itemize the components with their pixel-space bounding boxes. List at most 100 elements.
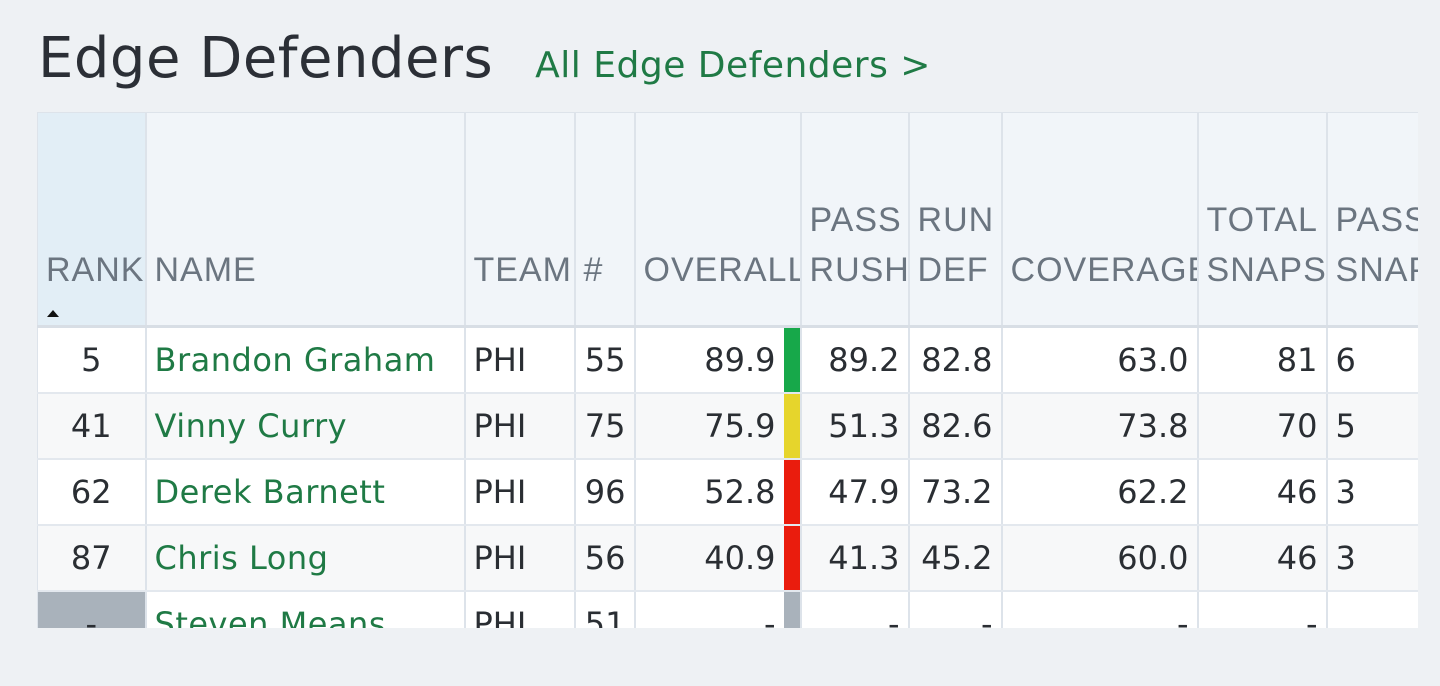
column-header-label: # — [583, 251, 604, 289]
column-header-team[interactable]: TEAM — [464, 112, 576, 328]
column-header-overall[interactable]: OVERALL — [634, 112, 802, 328]
grade-bar-cell — [783, 459, 802, 526]
run-def-cell: - — [908, 591, 1003, 628]
column-header-label: OVERALL — [643, 251, 801, 289]
grade-indicator-bar — [783, 394, 799, 457]
pass-rush-cell: 47.9 — [800, 459, 910, 526]
player-link[interactable]: Chris Long — [154, 539, 329, 577]
column-header-label: RANK — [46, 251, 145, 289]
name-cell: Derek Barnett — [145, 459, 466, 526]
player-link[interactable]: Derek Barnett — [154, 473, 386, 511]
number-cell: 75 — [574, 393, 636, 460]
column-header-number[interactable]: # — [574, 112, 636, 328]
grade-bar-cell — [783, 326, 802, 394]
coverage-cell: 60.0 — [1001, 525, 1199, 592]
coverage-cell: 62.2 — [1001, 459, 1199, 526]
column-header-label-line2: SNAPS — [1206, 251, 1327, 289]
team-cell: PHI — [464, 326, 576, 394]
players-table: RANK NAME TEAM # OVERALL PASS RUSH — [37, 112, 1418, 628]
pass-snaps-cell: 6 — [1326, 326, 1418, 394]
column-header-total-snaps[interactable]: TOTAL SNAPS — [1197, 112, 1328, 328]
column-header-pass-snaps[interactable]: PASS SNAPS — [1326, 112, 1418, 328]
column-header-label-line1: TOTAL — [1206, 201, 1318, 239]
team-cell: PHI — [464, 393, 576, 460]
table-row: 87 Chris Long PHI 56 40.9 41.3 45.2 60.0… — [37, 525, 1418, 592]
run-def-cell: 82.6 — [908, 393, 1003, 460]
column-header-label-line2: SNAPS — [1335, 251, 1418, 289]
player-link[interactable]: Steven Means — [154, 605, 386, 628]
pass-snaps-cell: 3 — [1326, 459, 1418, 526]
name-cell: Brandon Graham — [145, 326, 466, 394]
number-cell: 51 — [574, 591, 636, 628]
section-title: Edge Defenders — [38, 26, 494, 91]
rank-cell: - — [37, 591, 147, 628]
grade-bar-cell — [783, 393, 802, 460]
grade-bar-cell — [783, 525, 802, 592]
pass-rush-cell: - — [800, 591, 910, 628]
column-header-name[interactable]: NAME — [145, 112, 466, 328]
overall-grade-cell: 75.9 — [634, 393, 784, 460]
rank-cell: 87 — [37, 525, 147, 592]
overall-grade-cell: - — [634, 591, 784, 628]
table-header-row: RANK NAME TEAM # OVERALL PASS RUSH — [37, 112, 1418, 328]
pass-rush-cell: 41.3 — [800, 525, 910, 592]
total-snaps-cell: 46 — [1197, 459, 1328, 526]
column-header-label-line2: RUSH — [809, 251, 909, 289]
grade-indicator-bar — [783, 328, 799, 392]
table-row: - Steven Means PHI 51 - - - - - — [37, 591, 1418, 628]
team-cell: PHI — [464, 459, 576, 526]
column-header-label-line2: DEF — [917, 251, 989, 289]
rank-cell: 62 — [37, 459, 147, 526]
player-link[interactable]: Vinny Curry — [154, 407, 348, 445]
table-row: 62 Derek Barnett PHI 96 52.8 47.9 73.2 6… — [37, 459, 1418, 526]
run-def-cell: 82.8 — [908, 326, 1003, 394]
total-snaps-cell: 81 — [1197, 326, 1328, 394]
player-link[interactable]: Brandon Graham — [154, 341, 436, 379]
total-snaps-cell: 46 — [1197, 525, 1328, 592]
overall-grade-cell: 89.9 — [634, 326, 784, 394]
sort-ascending-icon — [47, 310, 59, 317]
number-cell: 56 — [574, 525, 636, 592]
all-edge-defenders-link[interactable]: All Edge Defenders > — [535, 45, 931, 86]
column-header-label: NAME — [154, 251, 257, 289]
total-snaps-cell: - — [1197, 591, 1328, 628]
coverage-cell: 63.0 — [1001, 326, 1199, 394]
rank-cell: 41 — [37, 393, 147, 460]
number-cell: 55 — [574, 326, 636, 394]
column-header-run-def[interactable]: RUN DEF — [908, 112, 1003, 328]
column-header-label-line1: RUN — [917, 201, 995, 239]
team-cell: PHI — [464, 591, 576, 628]
grade-bar-cell — [783, 591, 802, 628]
grade-indicator-bar — [783, 526, 799, 589]
pass-rush-cell: 89.2 — [800, 326, 910, 394]
grade-indicator-bar — [783, 460, 799, 523]
number-cell: 96 — [574, 459, 636, 526]
column-header-label: TEAM — [473, 251, 572, 289]
column-header-pass-rush[interactable]: PASS RUSH — [800, 112, 910, 328]
column-header-rank[interactable]: RANK — [37, 112, 147, 328]
coverage-cell: 73.8 — [1001, 393, 1199, 460]
table-row: 5 Brandon Graham PHI 55 89.9 89.2 82.8 6… — [37, 326, 1418, 394]
name-cell: Chris Long — [145, 525, 466, 592]
overall-grade-cell: 52.8 — [634, 459, 784, 526]
pass-snaps-cell: 3 — [1326, 525, 1418, 592]
grade-indicator-bar — [783, 592, 799, 628]
rank-cell: 5 — [37, 326, 147, 394]
section-header: Edge Defenders All Edge Defenders > — [38, 26, 931, 91]
overall-grade-cell: 40.9 — [634, 525, 784, 592]
name-cell: Steven Means — [145, 591, 466, 628]
pass-snaps-cell: 5 — [1326, 393, 1418, 460]
total-snaps-cell: 70 — [1197, 393, 1328, 460]
column-header-label-line1: PASS — [1335, 201, 1418, 239]
players-table-container[interactable]: RANK NAME TEAM # OVERALL PASS RUSH — [37, 112, 1418, 628]
name-cell: Vinny Curry — [145, 393, 466, 460]
run-def-cell: 45.2 — [908, 525, 1003, 592]
column-header-coverage[interactable]: COVERAGE — [1001, 112, 1199, 328]
column-header-label-line1: PASS — [809, 201, 902, 239]
pass-rush-cell: 51.3 — [800, 393, 910, 460]
table-row: 41 Vinny Curry PHI 75 75.9 51.3 82.6 73.… — [37, 393, 1418, 460]
column-header-label: COVERAGE — [1010, 251, 1198, 289]
coverage-cell: - — [1001, 591, 1199, 628]
run-def-cell: 73.2 — [908, 459, 1003, 526]
pass-snaps-cell — [1326, 591, 1418, 628]
